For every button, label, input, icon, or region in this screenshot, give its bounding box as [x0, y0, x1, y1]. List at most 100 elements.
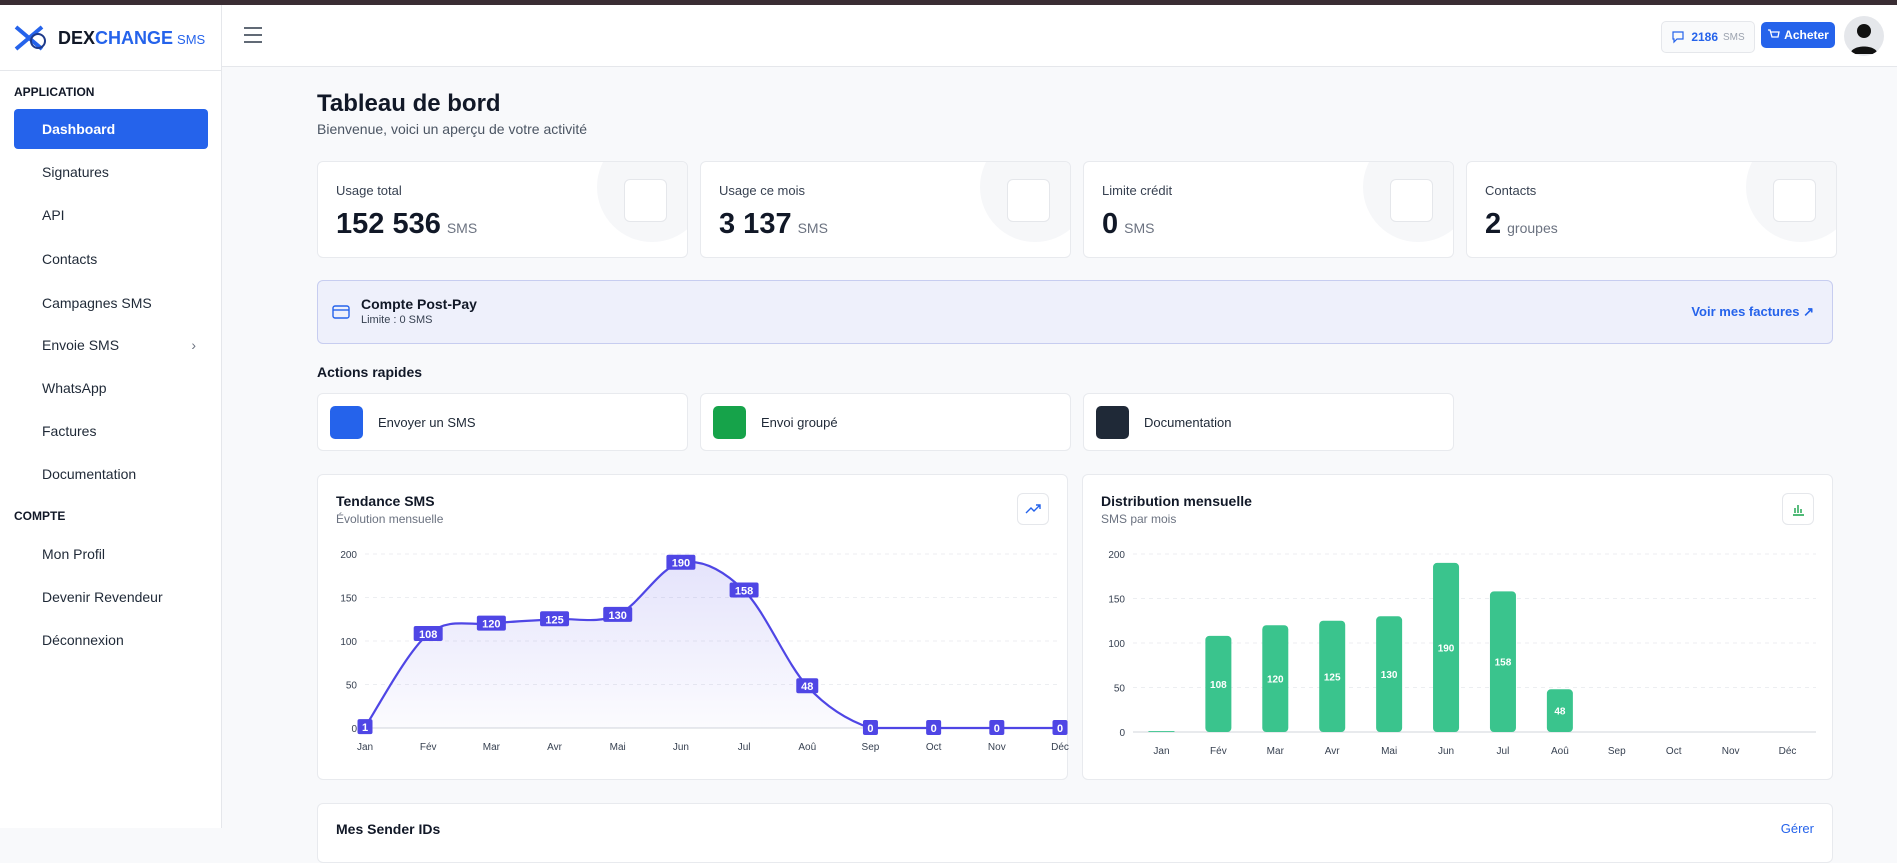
stat-number: 0 [1102, 208, 1119, 240]
data-label: 158 [735, 586, 753, 598]
action-label: Documentation [1144, 414, 1232, 430]
x-tick-label: Fév [1210, 746, 1227, 757]
nav-label: Dashboard [42, 121, 116, 138]
nav-item[interactable]: API [14, 195, 208, 235]
cart-icon [1768, 29, 1780, 38]
chart-subtitle: SMS par mois [1101, 512, 1177, 526]
data-label: 0 [994, 723, 1000, 735]
stat-card: Limite crédit 0 SMS [1083, 161, 1454, 258]
y-tick-label: 200 [1108, 550, 1125, 561]
chart-subtitle: Évolution mensuelle [336, 512, 444, 526]
x-tick-label: Nov [988, 742, 1006, 753]
page-title: Tableau de bord [317, 90, 501, 117]
nav-item[interactable]: Mon Profil [14, 534, 208, 574]
avatar[interactable] [1844, 16, 1884, 56]
nav-item[interactable]: Campagnes SMS [14, 283, 208, 323]
data-label: 108 [419, 629, 437, 641]
stat-number: 2 [1485, 208, 1502, 240]
nav-label: Factures [42, 422, 97, 439]
x-tick-label: Avr [547, 742, 562, 753]
action-card[interactable]: Documentation [1083, 393, 1454, 451]
stat-icon [1773, 179, 1816, 222]
area [365, 561, 1060, 728]
bar [1489, 591, 1516, 732]
chart-icon[interactable] [1782, 493, 1814, 525]
x-tick-label: Mar [1267, 746, 1285, 757]
menu-toggle[interactable] [242, 25, 264, 45]
x-tick-label: Jul [738, 742, 751, 753]
bar-icon [1793, 505, 1804, 516]
stat-icon [624, 179, 667, 222]
x-tick-label: Déc [1051, 742, 1069, 753]
nav-label: Devenir Revendeur [42, 588, 163, 605]
bar [1262, 625, 1289, 732]
x-tick-label: Sep [1608, 746, 1626, 757]
section-link[interactable]: Gérer [1780, 821, 1814, 836]
nav-item[interactable]: Dashboard [14, 109, 208, 150]
trend-icon [1025, 504, 1041, 514]
invoices-link[interactable]: Voir mes factures ↗ [1691, 304, 1814, 319]
data-label: 1 [362, 722, 368, 734]
stat-number: 3 137 [719, 208, 792, 240]
x-tick-label: Mai [610, 742, 626, 753]
data-label: 158 [1495, 658, 1512, 669]
stat-unit: SMS [1124, 220, 1155, 236]
data-label-bg [862, 720, 878, 735]
data-label: 120 [482, 619, 500, 631]
top-bar: 2186 SMS Acheter [222, 5, 1897, 67]
chart-title: Distribution mensuelle [1101, 493, 1252, 509]
data-label-bg [357, 719, 373, 735]
x-tick-label: Jan [357, 742, 373, 753]
nav-item[interactable]: Signatures [14, 152, 208, 192]
action-icon [330, 405, 363, 439]
bar-chart: 0 50 100 150 200 Jan Fév Mar Avr Mai Jun Jul Aoû Sep O… [1108, 550, 1816, 757]
chart-title: Tendance SMS [336, 493, 435, 509]
avatar-icon [1850, 24, 1878, 54]
stat-value: 2 groupes [1485, 208, 1558, 241]
stat-card: Contacts 2 groupes [1466, 161, 1837, 258]
y-tick-label: 150 [1108, 595, 1125, 606]
nav-item[interactable]: Envoie SMS › [14, 325, 208, 365]
logo-icon [14, 25, 46, 51]
chart-icon[interactable] [1017, 493, 1049, 525]
data-label: 125 [545, 614, 563, 626]
stat-unit: SMS [446, 220, 478, 236]
stat-number: 152 536 [336, 208, 441, 240]
logo-text: SMS [177, 32, 206, 47]
nav-item[interactable]: WhatsApp [14, 368, 208, 408]
nav-item[interactable]: Devenir Revendeur [14, 577, 208, 617]
stat-icon [1390, 179, 1433, 222]
nav-item[interactable]: Factures [14, 411, 208, 451]
balance-unit: SMS [1723, 31, 1745, 43]
buy-button[interactable]: Acheter [1761, 22, 1835, 48]
action-card[interactable]: Envoyer un SMS [317, 393, 688, 451]
sender-card: Mes Sender IDs Gérer [317, 803, 1833, 863]
logo[interactable]: DEX CHANGE SMS [12, 23, 205, 53]
bar [1205, 635, 1232, 732]
data-label: 0 [867, 723, 873, 735]
nav-label: API [42, 207, 65, 224]
nav-item[interactable]: Contacts [14, 239, 208, 279]
sms-icon [1672, 31, 1684, 44]
stat-label: Limite crédit [1102, 183, 1173, 198]
nav-label: Contacts [42, 250, 98, 267]
action-card[interactable]: Envoi groupé [700, 393, 1071, 451]
stat-card: Usage ce mois 3 137 SMS [700, 161, 1071, 258]
x-tick-label: Déc [1779, 746, 1797, 757]
x-tick-label: Jun [673, 742, 689, 753]
action-label: Envoi groupé [761, 414, 838, 430]
balance-badge[interactable]: 2186 SMS [1661, 21, 1755, 53]
divider [0, 70, 221, 71]
nav-item[interactable]: Déconnexion [14, 620, 208, 660]
y-tick-label: 150 [340, 594, 357, 605]
x-tick-label: Oct [1666, 746, 1682, 757]
stat-unit: SMS [797, 220, 828, 236]
nav-item[interactable]: Documentation [14, 454, 208, 494]
logo-text: CHANGE [95, 27, 174, 48]
nav-section-title: APPLICATION [14, 84, 95, 99]
x-tick-label: Aoû [798, 742, 816, 753]
nav-label: Campagnes SMS [42, 294, 152, 311]
stat-value: 0 SMS [1102, 208, 1154, 241]
